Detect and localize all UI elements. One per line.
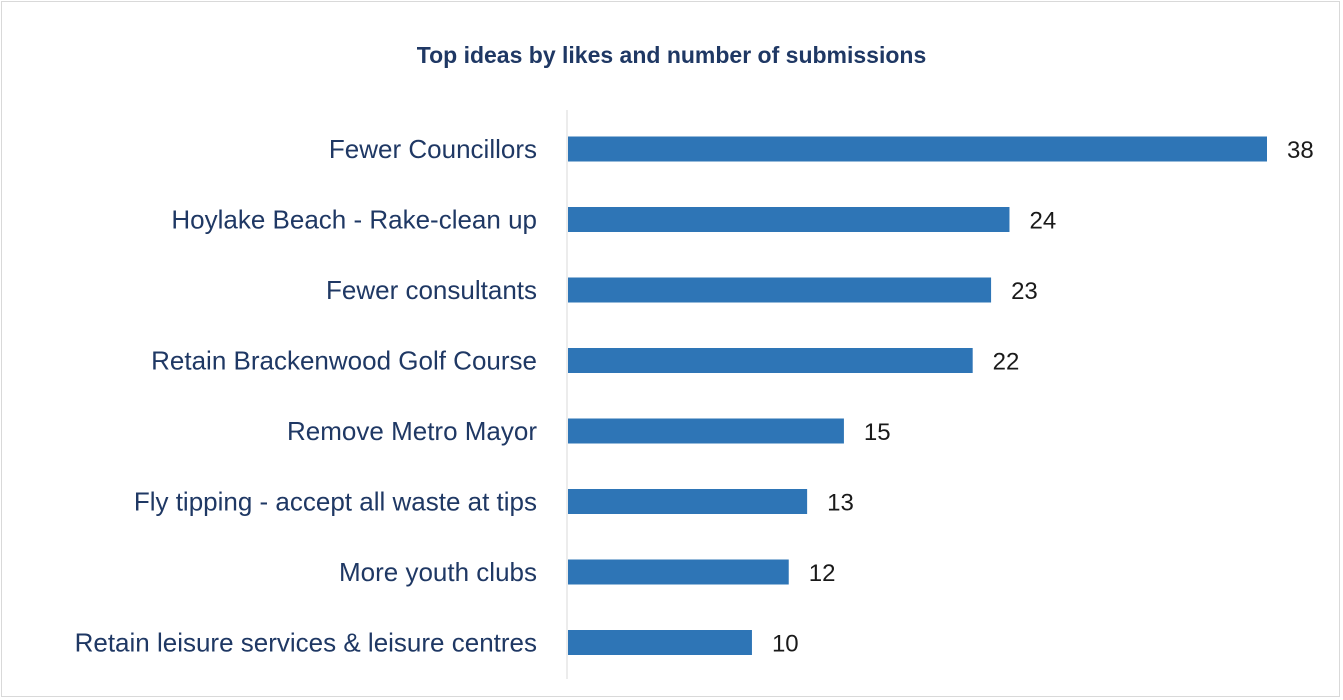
value-label: 10 [772, 631, 799, 658]
bar [568, 207, 1010, 232]
value-label: 24 [1029, 208, 1056, 235]
bar [568, 630, 752, 655]
category-label: Retain Brackenwood Golf Course [151, 346, 537, 376]
bar [568, 418, 844, 444]
value-label: 12 [809, 560, 836, 587]
value-label: 38 [1287, 137, 1314, 164]
category-label: More youth clubs [339, 557, 537, 587]
category-label: Fly tipping - accept all waste at tips [134, 487, 537, 517]
value-label: 22 [993, 349, 1020, 376]
category-label: Hoylake Beach - Rake-clean up [171, 205, 537, 235]
chart-title: Top ideas by likes and number of submiss… [416, 42, 927, 68]
value-label: 15 [864, 419, 891, 446]
bar [568, 559, 789, 585]
bar [568, 277, 992, 303]
value-label: 13 [827, 490, 854, 517]
bar [568, 348, 973, 373]
category-label: Fewer Councillors [329, 134, 537, 164]
bar [568, 136, 1267, 162]
value-label: 23 [1011, 278, 1038, 305]
category-label: Fewer consultants [326, 275, 537, 305]
category-label: Retain leisure services & leisure centre… [75, 628, 537, 658]
category-label: Remove Metro Mayor [287, 416, 537, 446]
bar [568, 489, 808, 514]
